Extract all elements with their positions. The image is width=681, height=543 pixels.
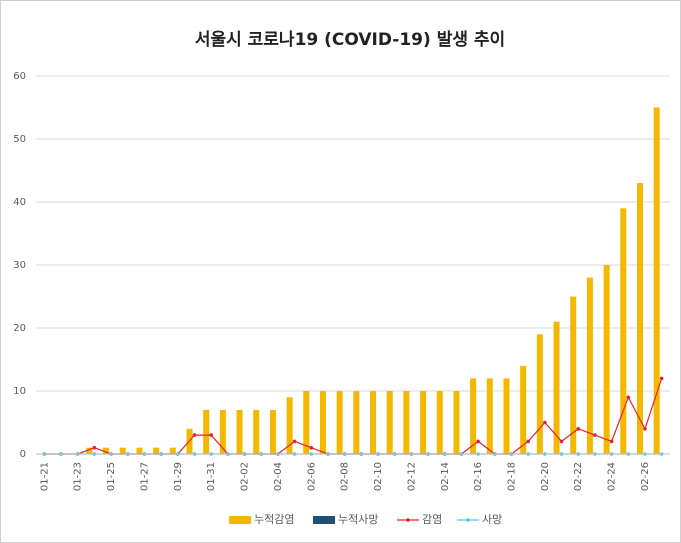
line-marker: [659, 376, 664, 381]
bar: [253, 409, 260, 454]
legend-label: 누적감염: [254, 513, 294, 526]
x-tick-label: 02-26: [640, 462, 651, 491]
legend: 누적감염 누적사망 감염 사망: [229, 513, 502, 526]
x-tick-label: 02-10: [373, 462, 384, 491]
bar: [303, 391, 310, 454]
bar: [420, 391, 427, 454]
y-tick-label: 10: [13, 386, 26, 397]
bar: [219, 409, 226, 454]
legend-item: 누적사망: [313, 513, 378, 526]
line-marker: [643, 427, 647, 431]
x-tick-label: 01-23: [73, 462, 84, 491]
bar: [269, 409, 276, 454]
bar: [153, 447, 160, 454]
line-marker: [209, 433, 213, 437]
chart-title: 서울시 코로나19 (COVID-19) 발생 추이: [195, 30, 505, 50]
line-marker: [292, 439, 297, 444]
legend-marker: [466, 518, 470, 522]
x-tick-label: 01-25: [106, 462, 117, 491]
legend-item: 감염: [397, 513, 442, 526]
legend-item: 누적감염: [229, 513, 294, 526]
line-marker: [543, 420, 547, 425]
bar: [336, 391, 343, 454]
legend-swatch: [313, 516, 335, 524]
y-tick-label: 30: [13, 260, 26, 271]
bar: [169, 447, 176, 454]
bar: [586, 277, 593, 454]
bar: [119, 447, 126, 454]
bar: [403, 391, 410, 454]
bar: [486, 378, 493, 454]
bar: [319, 391, 326, 454]
x-tick-label: 02-22: [573, 462, 584, 491]
bar: [353, 391, 360, 454]
bar: [603, 265, 610, 454]
line-marker: [192, 433, 197, 437]
x-tick-label: 02-04: [273, 462, 284, 491]
x-tick-label: 02-16: [473, 462, 484, 491]
bar: [653, 107, 660, 454]
bar: [570, 296, 577, 454]
bar: [470, 378, 477, 454]
legend-label: 감염: [422, 513, 442, 526]
line-marker: [476, 439, 480, 444]
line-marker: [609, 439, 614, 444]
x-tick-label: 01-29: [173, 462, 184, 491]
x-tick-label: 02-02: [240, 462, 251, 491]
bar: [536, 334, 543, 454]
x-tick-label: 02-08: [340, 462, 351, 491]
legend-label: 누적사망: [338, 513, 378, 526]
legend-marker: [406, 518, 410, 522]
x-tick-label: 02-14: [440, 462, 451, 491]
bar: [553, 321, 560, 454]
bar: [370, 391, 377, 454]
line-marker: [92, 445, 97, 450]
bar: [86, 447, 93, 454]
legend-item: 사망: [457, 513, 502, 526]
legend-label: 사망: [482, 513, 502, 526]
bar: [436, 391, 443, 454]
bar: [286, 397, 293, 454]
line-marker: [626, 395, 631, 400]
y-tick-label: 60: [13, 71, 26, 82]
bar: [453, 391, 460, 454]
legend-swatch: [229, 516, 251, 524]
x-tick-label: 02-12: [406, 462, 417, 491]
x-tick-label: 02-24: [607, 462, 618, 491]
x-tick-label: 01-31: [206, 462, 217, 491]
bar: [386, 391, 393, 454]
y-tick-label: 0: [20, 449, 26, 460]
line-marker: [526, 439, 530, 444]
y-tick-label: 40: [13, 197, 26, 208]
bar: [636, 183, 643, 454]
line-marker: [576, 427, 581, 431]
line-marker: [309, 445, 314, 450]
bar: [520, 365, 527, 454]
x-tick-label: 01-27: [139, 462, 150, 491]
bar: [103, 447, 110, 454]
y-tick-label: 50: [13, 134, 26, 145]
x-tick-label: 02-18: [507, 462, 518, 491]
bar: [503, 378, 510, 454]
x-tick-label: 01-21: [39, 462, 50, 491]
line-marker: [559, 439, 564, 444]
x-tick-label: 02-06: [306, 462, 317, 491]
bar: [620, 208, 627, 454]
y-tick-label: 20: [13, 323, 26, 334]
bar: [136, 447, 143, 454]
bar: [236, 409, 243, 454]
bar: [203, 409, 210, 454]
x-tick-label: 02-20: [540, 462, 551, 491]
line-marker: [593, 433, 597, 437]
